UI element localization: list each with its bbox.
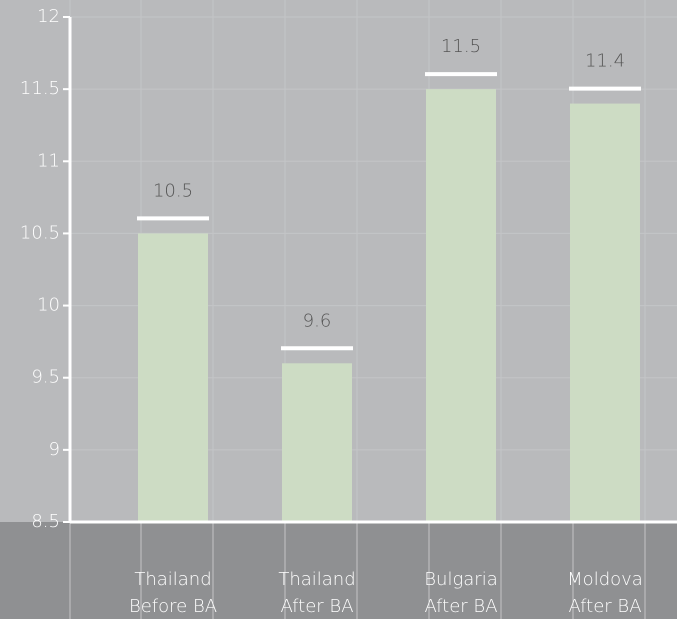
value-label: 11.5 [441,36,481,57]
y-tick-label: 12 [37,6,60,27]
y-tick-label: 9.5 [31,367,60,388]
x-tick-label: Moldova [567,569,643,590]
x-tick-label: Bulgaria [424,569,497,590]
x-tick-label: Thailand [134,569,211,590]
label-band [0,522,677,619]
y-tick-label: 10.5 [20,222,60,243]
y-tick-label: 9 [49,439,60,460]
bar [282,363,352,522]
bar [570,103,640,523]
bar [138,233,208,522]
x-tick-label: After BA [424,596,497,617]
y-tick-label: 11.5 [20,78,60,99]
value-label: 9.6 [303,310,332,331]
x-tick-label: After BA [568,596,641,617]
y-tick-label: 11 [37,150,60,171]
value-label: 11.4 [585,51,625,72]
y-tick-label: 8.5 [31,511,60,532]
x-tick-label: Thailand [278,569,355,590]
x-tick-label: Before BA [129,596,217,617]
bar [426,89,496,523]
x-tick-label: After BA [280,596,353,617]
y-tick-label: 10 [37,295,60,316]
value-label: 10.5 [153,180,193,201]
